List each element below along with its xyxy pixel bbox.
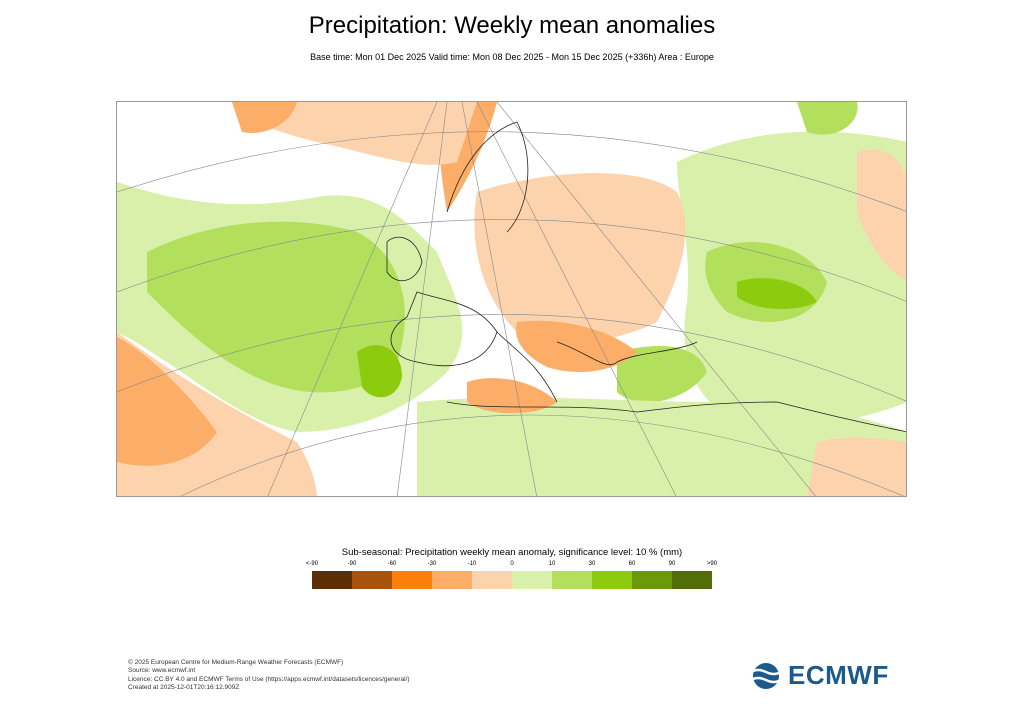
anomaly-region-orange-central-europe <box>474 173 686 343</box>
legend-color-swatch <box>632 571 672 589</box>
anomaly-region-green-iberia <box>357 345 402 398</box>
legend-tick: -10 <box>467 561 477 567</box>
legend-tick: -60 <box>387 561 397 567</box>
anomaly-region-orange-sw <box>117 337 217 466</box>
legend-color-swatch <box>672 571 712 589</box>
legend-title: Sub-seasonal: Precipitation weekly mean … <box>341 547 683 558</box>
licence-text: Licence: CC BY 4.0 and ECMWF Terms of Us… <box>128 675 410 683</box>
anomaly-region-green-turkey <box>617 346 707 403</box>
footer-credits: © 2025 European Centre for Medium-Range … <box>128 659 410 692</box>
map-canvas <box>117 102 906 496</box>
coastlines <box>386 121 906 433</box>
legend-color-swatch <box>592 571 632 589</box>
legend-color-swatch <box>512 571 552 589</box>
legend-color-swatch <box>552 571 592 589</box>
legend-tick: 90 <box>668 561 676 567</box>
legend-color-bar <box>312 571 712 589</box>
legend-color-swatch <box>352 571 392 589</box>
legend-tick: -90 <box>347 561 357 567</box>
map-title: Precipitation: Weekly mean anomalies <box>308 12 716 39</box>
legend-tick: 60 <box>628 561 636 567</box>
anomaly-region-light-orange-ne <box>857 149 906 281</box>
legend-color-swatch <box>392 571 432 589</box>
anomaly-region-green-atlantic <box>147 221 405 393</box>
legend-color-swatch <box>312 571 352 589</box>
anomaly-region-light-orange-se <box>807 437 906 496</box>
anomaly-region-orange-italy <box>467 378 557 414</box>
ecmwf-logo-text: ECMWF <box>788 660 889 690</box>
legend-tick: 0 <box>510 561 514 567</box>
graticule <box>117 102 906 496</box>
anomaly-map <box>116 101 907 497</box>
source-text: Source: www.ecmwf.int <box>128 667 196 675</box>
copyright-text: © 2025 European Centre for Medium-Range … <box>128 659 344 666</box>
legend-color-swatch <box>432 571 472 589</box>
anomaly-region-dark-green-east <box>737 278 817 309</box>
legend-tick: 10 <box>548 561 556 567</box>
anomaly-region-light-green-south <box>417 397 906 496</box>
legend-tick: -30 <box>427 561 437 567</box>
map-subtitle: Base time: Mon 01 Dec 2025 Valid time: M… <box>310 52 714 62</box>
legend-ticks: <-90 -90 -60 -30 -10 0 10 30 60 90 >90 <box>306 561 717 571</box>
created-text: Created at 2025-12-01T20:16:12.909Z <box>128 683 240 691</box>
legend-tick: <-90 <box>305 561 319 567</box>
ecmwf-logo: ECMWF <box>748 660 889 691</box>
anomaly-region-green-ne <box>797 102 858 135</box>
legend-tick: >90 <box>706 561 718 567</box>
legend-color-swatch <box>472 571 512 589</box>
ecmwf-logo-icon <box>750 662 782 689</box>
anomaly-region-orange-greenland <box>232 102 297 133</box>
legend-tick: 30 <box>588 561 596 567</box>
